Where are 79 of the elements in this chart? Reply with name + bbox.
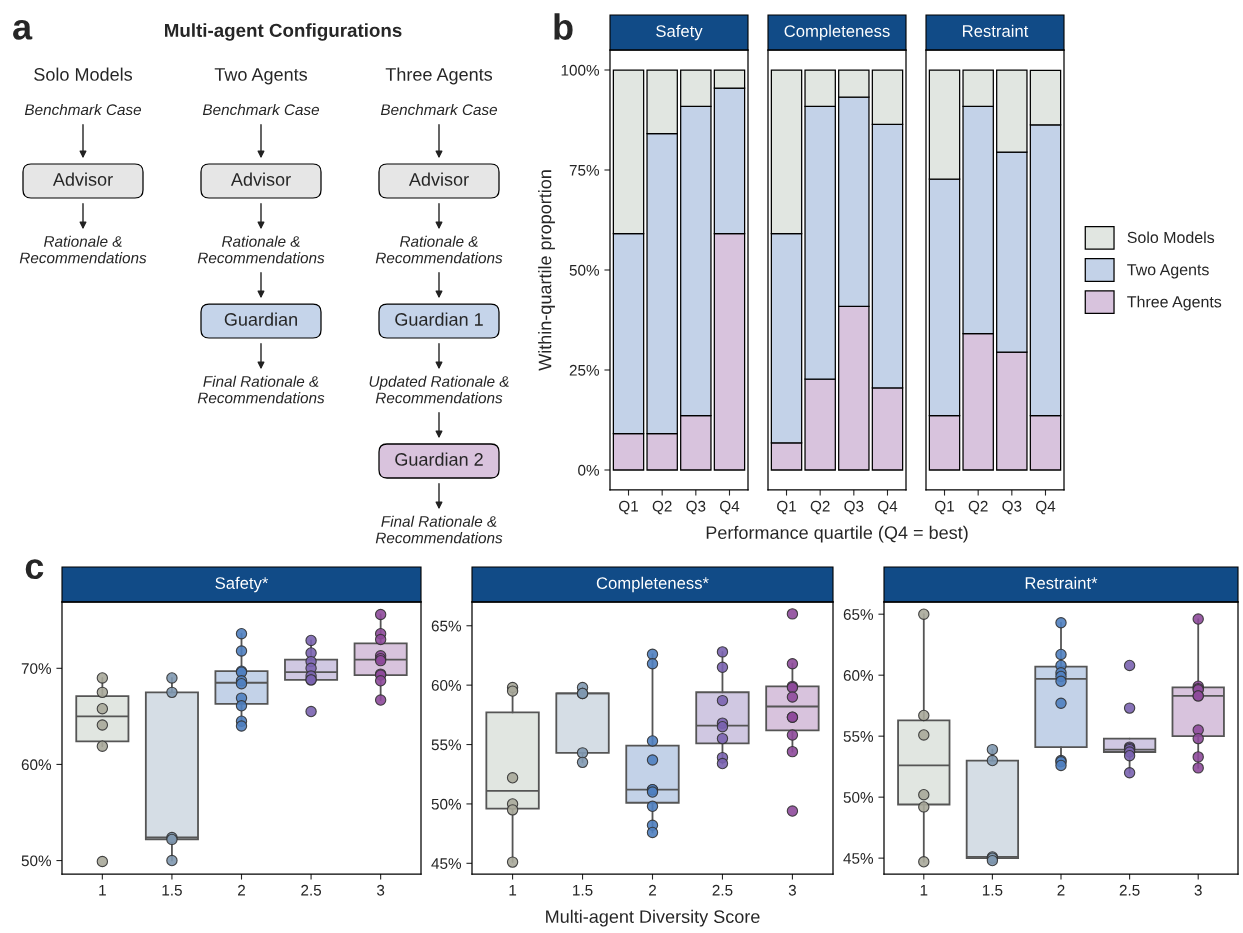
y-tick-label: 0%	[578, 464, 600, 476]
x-axis-title: Multi-agent Diversity Score	[546, 909, 760, 927]
y-tick-label: 60%	[431, 680, 462, 691]
y-tick-label: 65%	[843, 609, 874, 620]
x-tick-label: 2	[649, 884, 656, 896]
x-tick-label: Q2	[810, 500, 830, 515]
x-tick-label: 2.5	[712, 884, 733, 896]
text: Guardian	[224, 312, 297, 326]
chart-title: Safety*	[215, 576, 269, 593]
x-tick-label: 2	[1057, 884, 1065, 896]
text: Guardian 2	[395, 452, 483, 466]
y-tick-label: 65%	[431, 620, 462, 632]
x-tick-label: Q1	[935, 500, 954, 515]
x-tick-label: Q3	[1002, 500, 1022, 515]
x-tick-label: Q3	[686, 500, 706, 515]
x-tick-label: Q4	[878, 500, 898, 515]
x-tick-label: Q2	[968, 500, 988, 515]
y-tick-label: 70%	[21, 663, 52, 674]
chart-title: Safety	[656, 24, 703, 41]
category-label: Three Agents	[385, 67, 493, 85]
y-tick-label: 100%	[561, 64, 600, 76]
y-tick-label: 45%	[843, 853, 874, 864]
y-tick-label: 55%	[431, 739, 462, 751]
x-tick-label: 1	[99, 884, 106, 896]
text: Benchmark Case	[380, 103, 498, 116]
x-tick-label: 3	[788, 884, 796, 896]
y-tick-label: 60%	[843, 670, 874, 681]
x-tick-label: 1.5	[573, 884, 593, 896]
text: Rationale & Recommendations	[197, 235, 325, 264]
x-tick-label: Q4	[1036, 500, 1056, 515]
text: b	[554, 13, 573, 40]
y-tick-label: 45%	[431, 858, 462, 869]
chart-title: Restraint	[963, 24, 1029, 37]
y-tick-label: 60%	[21, 759, 52, 771]
x-tick-label: Q4	[720, 500, 740, 515]
y-tick-label: 50%	[569, 264, 600, 276]
x-tick-label: Q1	[777, 500, 796, 515]
legend-label: Three Agents	[1127, 295, 1222, 311]
text: Updated Rationale & Recommendations	[369, 375, 509, 404]
text: Rationale & Recommendations	[19, 235, 147, 264]
x-axis-title: Performance quartile (Q4 = best)	[706, 525, 968, 543]
text: Advisor	[52, 172, 113, 186]
x-tick-label: Q1	[619, 500, 638, 515]
x-tick-label: 1.5	[982, 884, 1003, 896]
legend-label: Solo Models	[1127, 231, 1215, 244]
x-tick-label: 1	[920, 884, 928, 896]
y-axis-title: Within-quartile proportion	[538, 170, 555, 371]
text: Final Rationale & Recommendations	[197, 375, 325, 404]
text: Benchmark Case	[24, 103, 142, 116]
text: Advisor	[408, 172, 469, 186]
x-tick-label: 3	[1194, 884, 1202, 896]
y-tick-label: 50%	[21, 855, 52, 867]
y-tick-label: 75%	[569, 164, 600, 176]
x-tick-label: 2.5	[1119, 884, 1140, 896]
text: Final Rationale & Recommendations	[375, 515, 503, 544]
x-tick-label: Q3	[844, 500, 864, 515]
x-tick-label: 2	[238, 884, 245, 896]
category-label: Solo Models	[34, 67, 133, 81]
text: Benchmark Case	[202, 103, 320, 116]
text: c	[25, 559, 44, 580]
x-tick-label: Q2	[652, 500, 672, 515]
legend-label: Two Agents	[1127, 264, 1209, 279]
x-tick-label: 2.5	[301, 884, 322, 896]
text: Guardian 1	[395, 312, 483, 326]
y-tick-label: 25%	[569, 364, 600, 376]
text: Rationale & Recommendations	[375, 235, 503, 264]
text: Multi-agent Configurations	[165, 23, 402, 41]
y-tick-label: 50%	[431, 798, 462, 810]
x-tick-label: 1	[509, 884, 517, 896]
chart-title: Completeness*	[596, 576, 709, 593]
category-label: Two Agents	[214, 68, 308, 85]
x-tick-label: 1.5	[162, 884, 182, 896]
y-tick-label: 50%	[843, 792, 874, 803]
chart-title: Restraint*	[1025, 576, 1098, 589]
chart-title: Completeness	[784, 24, 890, 41]
text: a	[13, 19, 33, 40]
text: Advisor	[230, 172, 291, 186]
y-tick-label: 55%	[843, 731, 874, 742]
x-tick-label: 3	[376, 884, 385, 896]
